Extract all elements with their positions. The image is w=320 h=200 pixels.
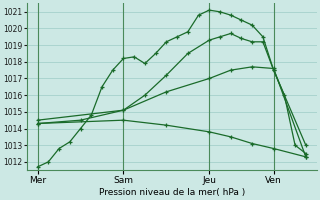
X-axis label: Pression niveau de la mer( hPa ): Pression niveau de la mer( hPa ) bbox=[99, 188, 245, 197]
